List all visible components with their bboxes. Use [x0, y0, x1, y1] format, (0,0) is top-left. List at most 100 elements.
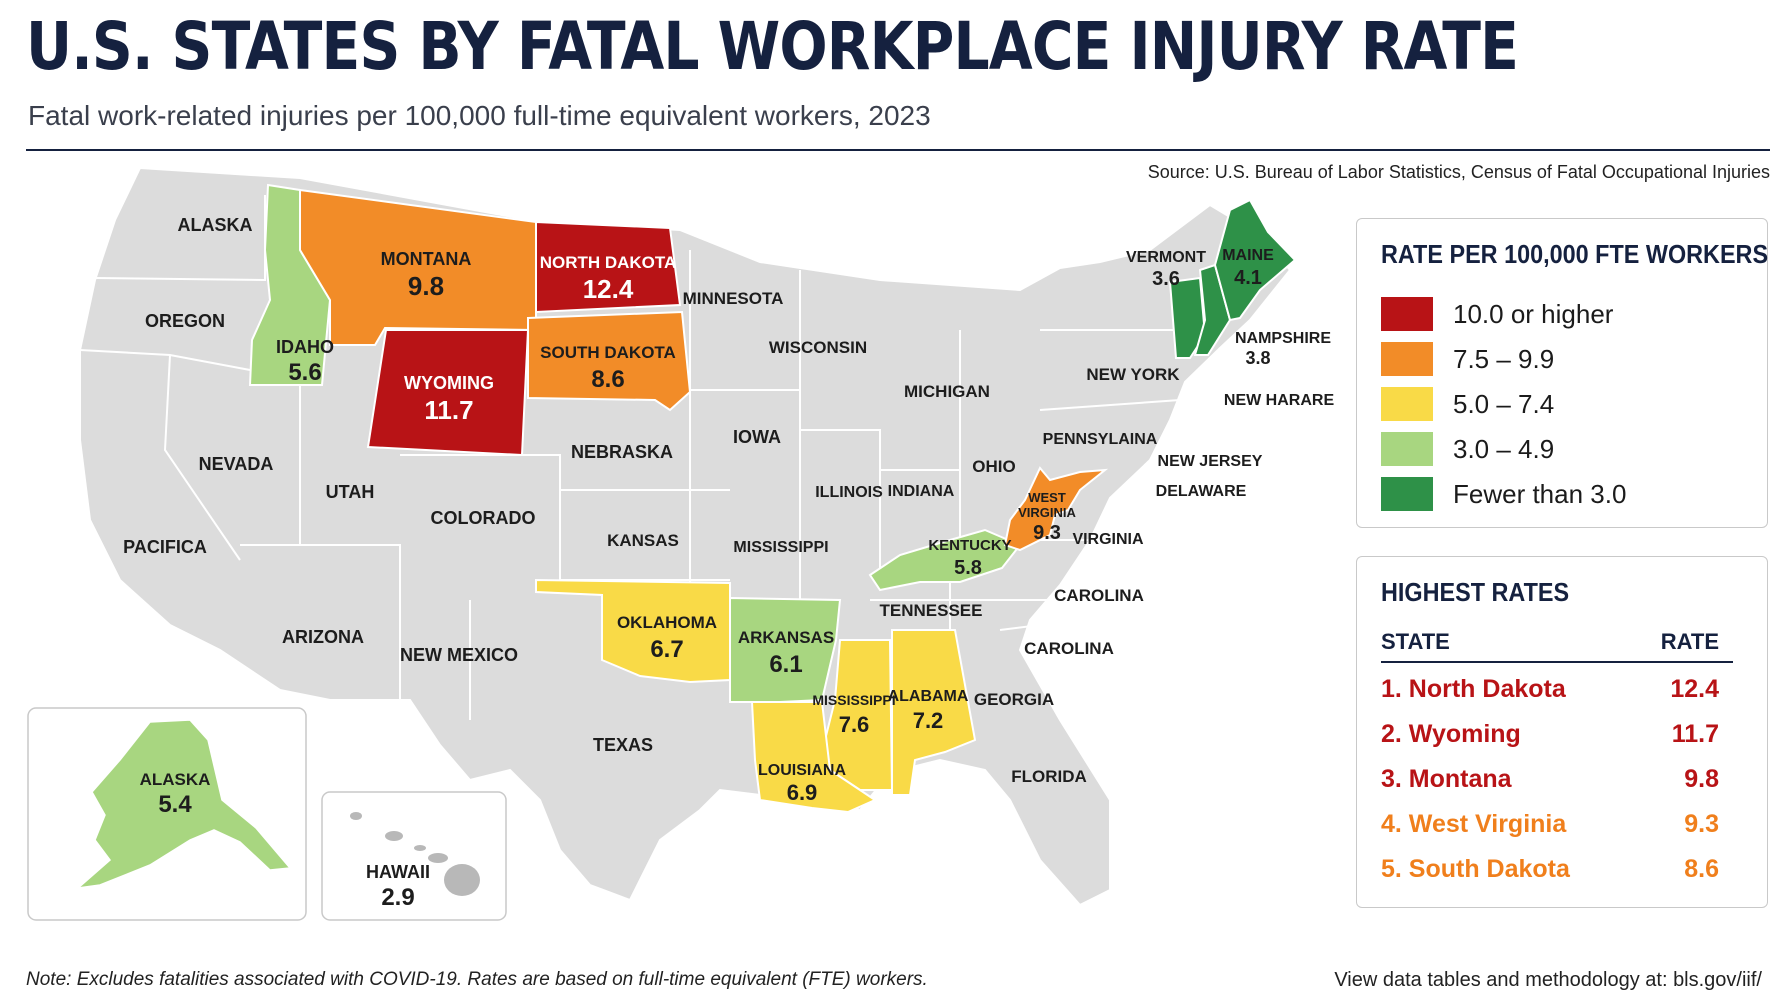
- row-state: 4. West Virginia: [1381, 810, 1567, 838]
- label-vermont: VERMONT: [1126, 249, 1206, 266]
- label-hawaii: HAWAII: [366, 862, 430, 882]
- row-state: 5. South Dakota: [1381, 855, 1570, 883]
- row-state: 1. North Dakota: [1381, 675, 1566, 703]
- row-rate: 9.3: [1684, 810, 1719, 838]
- label-oregon: OREGON: [145, 311, 225, 331]
- label-missouri: MISSISSIPPI: [733, 539, 828, 556]
- rate-idaho: 5.6: [288, 359, 321, 386]
- legend-title: RATE PER 100,000 FTE WORKERS: [1381, 239, 1769, 269]
- label-north-carolina: CAROLINA: [1054, 586, 1144, 605]
- highest-rates-title: HIGHEST RATES: [1381, 577, 1570, 607]
- row-rate: 8.6: [1684, 855, 1719, 883]
- hawaii-islands: [350, 812, 480, 896]
- label-nebraska: NEBRASKA: [571, 442, 673, 462]
- label-wyoming: WYOMING: [404, 373, 494, 393]
- label-kentucky: KENTUCKY: [928, 537, 1011, 554]
- state-alaska[interactable]: [75, 719, 292, 890]
- label-iowa: IOWA: [733, 427, 781, 447]
- rate-hawaii: 2.9: [381, 884, 414, 911]
- footnote: Note: Excludes fatalities associated wit…: [26, 969, 928, 990]
- label-new-mexico: NEW MEXICO: [400, 645, 518, 665]
- label-pacifica: PACIFICA: [123, 537, 207, 557]
- highest-rates-panel: HIGHEST RATES STATE RATE 1. North Dakota…: [1356, 556, 1768, 908]
- row-rate: 9.8: [1684, 765, 1719, 793]
- table-row: 4. West Virginia 9.3: [1381, 810, 1733, 842]
- label-new-harare: NEW HARARE: [1224, 392, 1335, 409]
- state-south-dakota[interactable]: [527, 310, 692, 412]
- rate-kentucky: 5.8: [954, 557, 982, 579]
- rate-arkansas: 6.1: [769, 651, 802, 678]
- rate-wyoming: 11.7: [424, 395, 473, 425]
- label-pennsylvania: PENNSYLAINA: [1043, 431, 1158, 448]
- label-michigan: MICHIGAN: [904, 382, 990, 401]
- state-louisiana[interactable]: [750, 701, 878, 814]
- legend-swatch: [1381, 297, 1433, 331]
- label-west-virginia-1: WEST: [1028, 490, 1066, 505]
- legend-label: 5.0 – 7.4: [1453, 388, 1555, 419]
- label-louisiana: LOUISIANA: [758, 762, 846, 779]
- label-maine: MAINE: [1222, 247, 1274, 264]
- label-colorado: COLORADO: [431, 508, 536, 528]
- label-montana: MONTANA: [381, 249, 472, 269]
- state-alabama[interactable]: [891, 629, 977, 796]
- state-borders: [79, 195, 1181, 720]
- column-header-state: STATE: [1381, 629, 1450, 654]
- us-map: ALASKA OREGON MONTANA 9.8 NORTH DAKOTA 1…: [27, 166, 1334, 921]
- methodology-link[interactable]: View data tables and methodology at: bls…: [1334, 969, 1762, 991]
- label-west-virginia-2: VIRGINIA: [1018, 505, 1076, 520]
- legend-label: 7.5 – 9.9: [1453, 343, 1555, 374]
- label-delaware: DELAWARE: [1156, 483, 1247, 500]
- rate-south-dakota: 8.6: [591, 366, 624, 393]
- rate-mississippi: 7.6: [839, 712, 870, 737]
- rate-louisiana: 6.9: [787, 780, 818, 805]
- map-labels: ALASKA OREGON MONTANA 9.8 NORTH DAKOTA 1…: [123, 215, 1334, 911]
- page-title: U.S. STATES BY FATAL WORKPLACE INJURY RA…: [26, 8, 1519, 85]
- row-rate: 12.4: [1670, 675, 1719, 703]
- label-alabama: ALABAMA: [888, 688, 969, 705]
- rate-montana: 9.8: [408, 271, 444, 301]
- state-west-virginia[interactable]: [1003, 466, 1109, 552]
- state-wyoming[interactable]: [366, 329, 530, 457]
- column-header-rate: RATE: [1660, 629, 1719, 654]
- rate-north-dakota: 12.4: [583, 274, 634, 304]
- row-state: 3. Montana: [1381, 765, 1512, 793]
- legend-item: 7.5 – 9.9: [1381, 342, 1554, 376]
- table-row: 3. Montana 9.8: [1381, 765, 1733, 797]
- legend-swatch: [1381, 477, 1433, 511]
- rate-alabama: 7.2: [913, 708, 944, 733]
- rate-oklahoma: 6.7: [650, 636, 683, 663]
- label-minnesota: MINNESOTA: [683, 289, 784, 308]
- rate-alaska-inset: 5.4: [158, 791, 192, 818]
- rate-west-virginia: 9.3: [1033, 522, 1061, 544]
- legend-item: 5.0 – 7.4: [1381, 387, 1554, 421]
- legend-swatch: [1381, 432, 1433, 466]
- label-south-dakota: SOUTH DAKOTA: [540, 343, 676, 362]
- label-north-dakota: NORTH DAKOTA: [540, 253, 677, 272]
- legend-label: 3.0 – 4.9: [1453, 433, 1555, 464]
- legend-item: 10.0 or higher: [1381, 297, 1613, 331]
- label-utah: UTAH: [326, 482, 375, 502]
- rate-new-hampshire: 3.8: [1245, 348, 1270, 368]
- label-illinois: ILLINOIS: [815, 484, 883, 501]
- label-mississippi: MISSISSIPPI: [812, 692, 895, 708]
- label-alaska-inset: ALASKA: [140, 770, 211, 789]
- label-arizona: ARIZONA: [282, 627, 364, 647]
- label-nevada: NEVADA: [199, 454, 274, 474]
- legend-swatch: [1381, 342, 1433, 376]
- state-north-dakota[interactable]: [535, 220, 682, 314]
- label-oklahoma: OKLAHOMA: [617, 613, 717, 632]
- label-wisconsin: WISCONSIN: [769, 338, 867, 357]
- title-divider: [26, 149, 1770, 151]
- state-maine[interactable]: [1213, 198, 1297, 322]
- state-arkansas[interactable]: [729, 596, 842, 703]
- table-row: 5. South Dakota 8.6: [1381, 855, 1733, 887]
- page-subtitle: Fatal work-related injuries per 100,000 …: [28, 100, 931, 131]
- label-new-jersey: NEW JERSEY: [1158, 453, 1263, 470]
- label-florida: FLORIDA: [1011, 767, 1087, 786]
- label-georgia: GEORGIA: [974, 690, 1054, 709]
- label-ohio: OHIO: [972, 457, 1015, 476]
- row-rate: 11.7: [1671, 720, 1719, 748]
- label-new-york: NEW YORK: [1086, 365, 1180, 384]
- state-kentucky[interactable]: [868, 528, 1022, 592]
- row-state: 2. Wyoming: [1381, 720, 1521, 748]
